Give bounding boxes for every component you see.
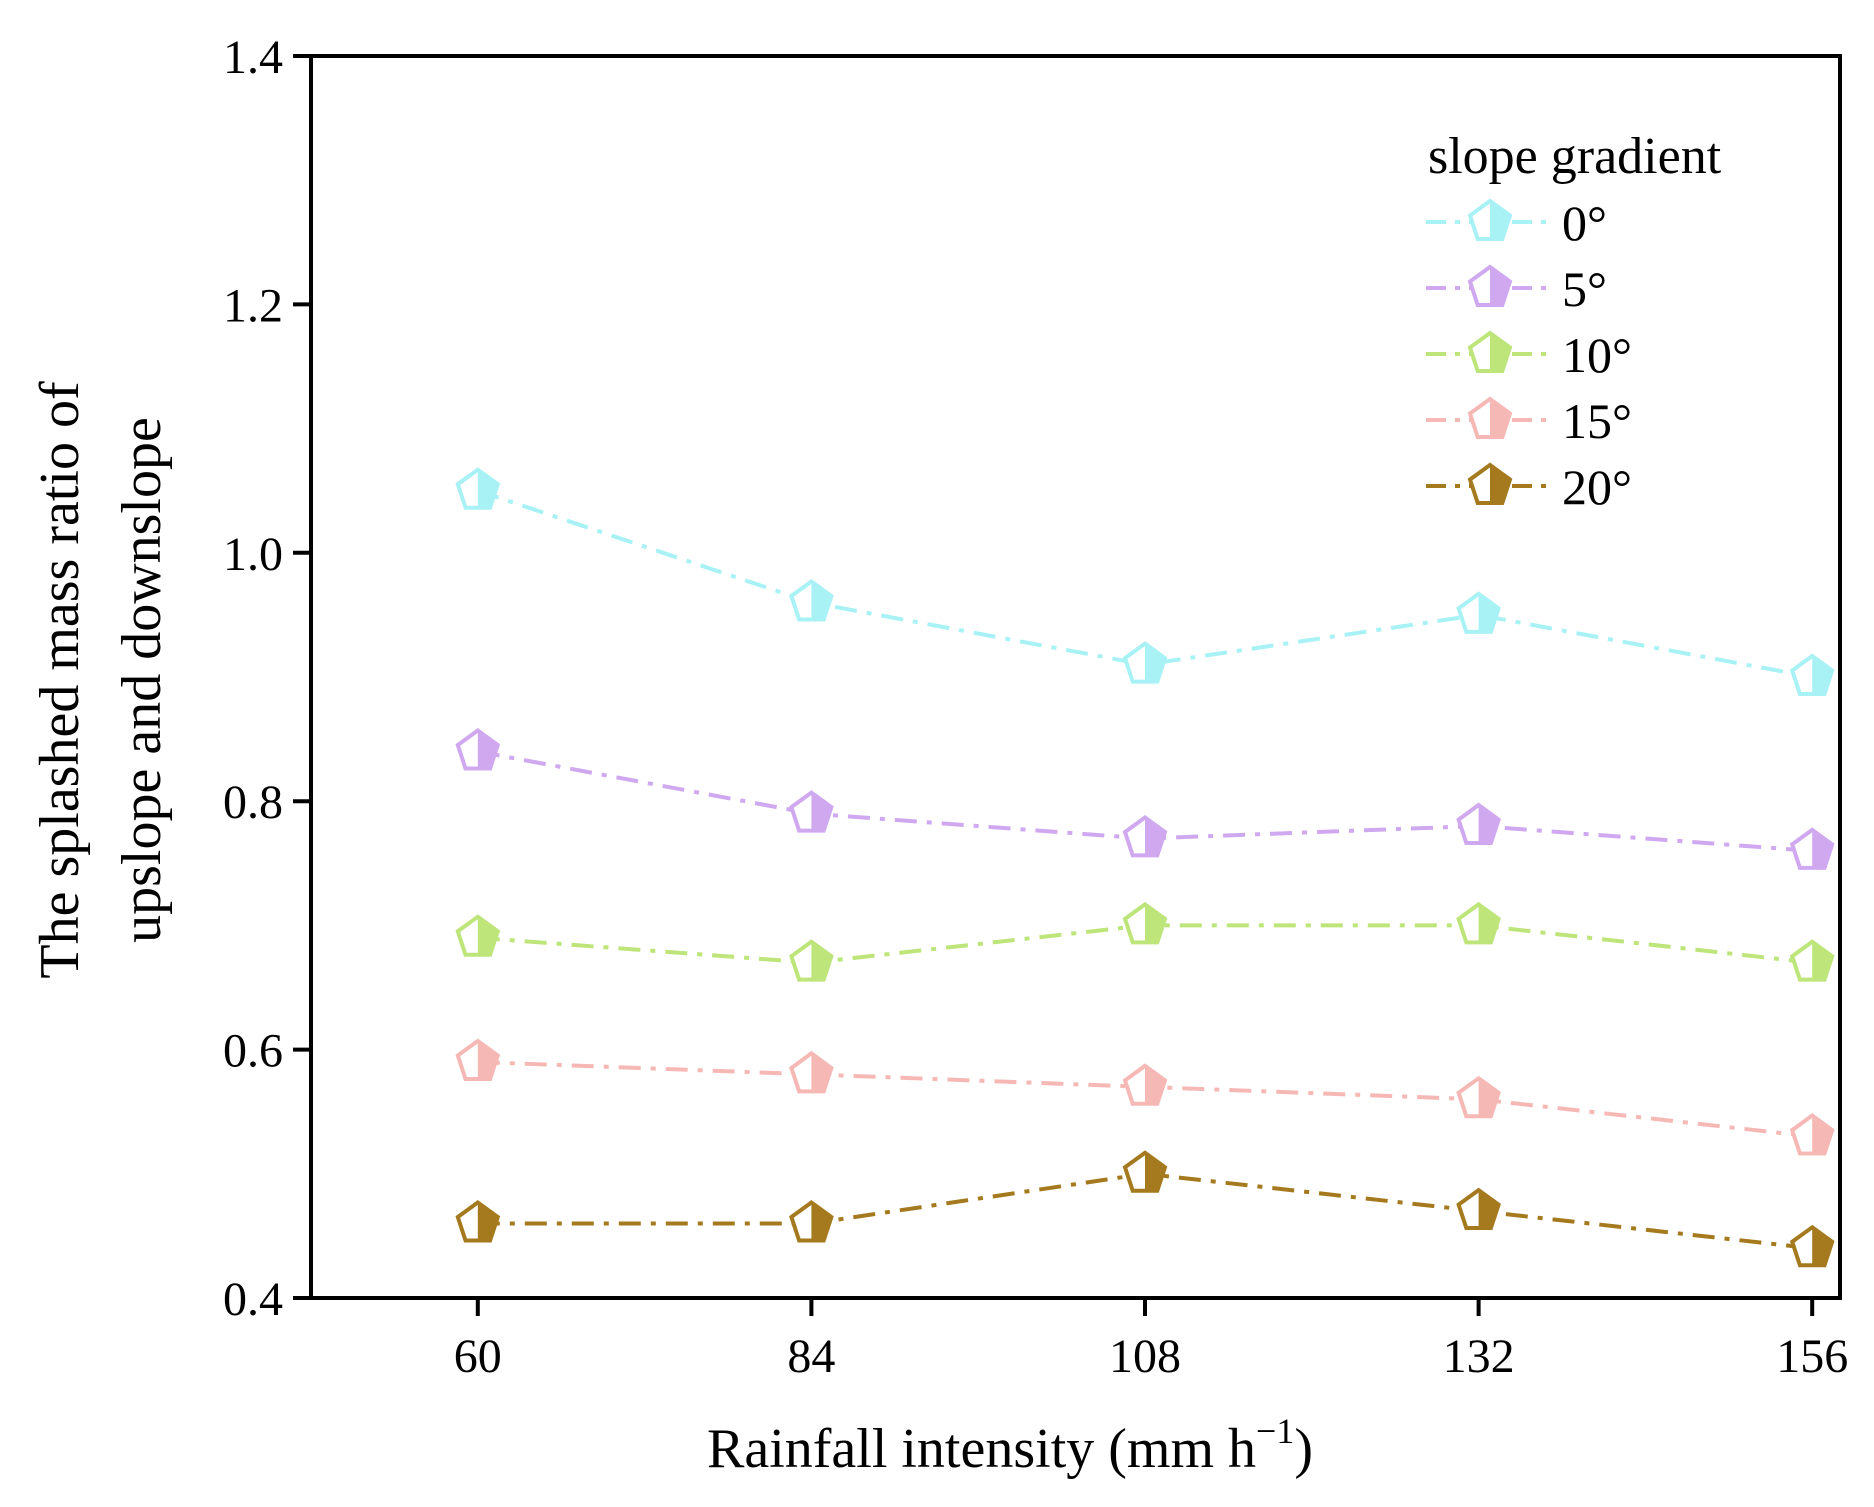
legend-marker-fill xyxy=(1490,201,1510,239)
x-tick-label: 60 xyxy=(454,1330,502,1383)
x-axis-label-superscript: −1 xyxy=(1256,1411,1294,1451)
data-point-fill xyxy=(811,581,832,620)
x-tick-label: 156 xyxy=(1776,1330,1848,1383)
x-tick-label: 108 xyxy=(1109,1330,1181,1383)
x-tick-label: 84 xyxy=(787,1330,835,1383)
data-point-fill xyxy=(1145,643,1165,682)
data-point-fill xyxy=(1812,1227,1833,1266)
y-tick-label: 0.4 xyxy=(223,1273,283,1326)
y-axis-label-line-2: upslope and downslope xyxy=(111,417,173,943)
series-3 xyxy=(455,1038,1835,1156)
legend-entry: 5° xyxy=(1426,261,1607,317)
plot-frame xyxy=(309,54,1842,1300)
legend-label: 0° xyxy=(1562,195,1607,251)
series-4 xyxy=(455,1150,1835,1268)
data-point-fill xyxy=(811,1053,832,1092)
legend-marker-fill xyxy=(1490,399,1510,437)
data-point-fill xyxy=(1478,593,1499,632)
x-axis-label-text: Rainfall intensity (mm h xyxy=(707,1418,1256,1480)
data-point-fill xyxy=(811,941,832,980)
legend-marker-fill xyxy=(1490,465,1510,503)
data-point-fill xyxy=(477,1041,498,1079)
data-point-fill xyxy=(1145,1065,1165,1104)
data-point-fill xyxy=(477,916,498,955)
data-point-fill xyxy=(811,1202,832,1241)
data-point-fill xyxy=(1145,904,1165,943)
series-0 xyxy=(455,467,1835,696)
legend-marker-fill xyxy=(1490,267,1510,305)
legend-marker-fill xyxy=(1490,333,1510,371)
legend-label: 15° xyxy=(1562,393,1632,449)
legend-label: 20° xyxy=(1562,459,1632,515)
data-point-fill xyxy=(1812,656,1833,694)
data-point-fill xyxy=(1812,1115,1833,1154)
y-tick-label: 1.4 xyxy=(223,31,283,84)
series-1 xyxy=(455,728,1835,870)
x-axis-label-close: ) xyxy=(1294,1418,1313,1480)
legend-entry: 20° xyxy=(1426,459,1632,515)
x-tick-label: 132 xyxy=(1443,1330,1515,1383)
legend-label: 5° xyxy=(1562,261,1607,317)
data-point-fill xyxy=(1812,941,1833,980)
data-point-fill xyxy=(811,792,832,831)
legend-entry: 0° xyxy=(1426,195,1607,251)
data-point-fill xyxy=(477,469,498,508)
x-axis-label: Rainfall intensity (mm h−1) xyxy=(707,1411,1313,1480)
legend-entry: 15° xyxy=(1426,393,1632,449)
y-tick-label: 1.0 xyxy=(223,528,283,581)
data-point-fill xyxy=(1478,805,1499,843)
series-2 xyxy=(455,901,1835,982)
data-point-fill xyxy=(477,1202,498,1241)
legend-title: slope gradient xyxy=(1428,128,1722,185)
legend-label: 10° xyxy=(1562,327,1632,383)
data-point-fill xyxy=(1478,1078,1499,1117)
y-axis-label-line-1: The splashed mass ratio of xyxy=(29,381,91,979)
data-point-fill xyxy=(1145,817,1165,856)
data-point-fill xyxy=(1478,904,1499,943)
y-tick-label: 0.6 xyxy=(223,1025,283,1078)
y-tick-label: 1.2 xyxy=(223,279,283,332)
data-point-fill xyxy=(477,730,498,769)
legend-entry: 10° xyxy=(1426,327,1632,383)
data-point-fill xyxy=(1145,1152,1165,1191)
data-point-fill xyxy=(1478,1190,1499,1228)
data-point-fill xyxy=(1812,829,1833,868)
y-tick-label: 0.8 xyxy=(223,776,283,829)
